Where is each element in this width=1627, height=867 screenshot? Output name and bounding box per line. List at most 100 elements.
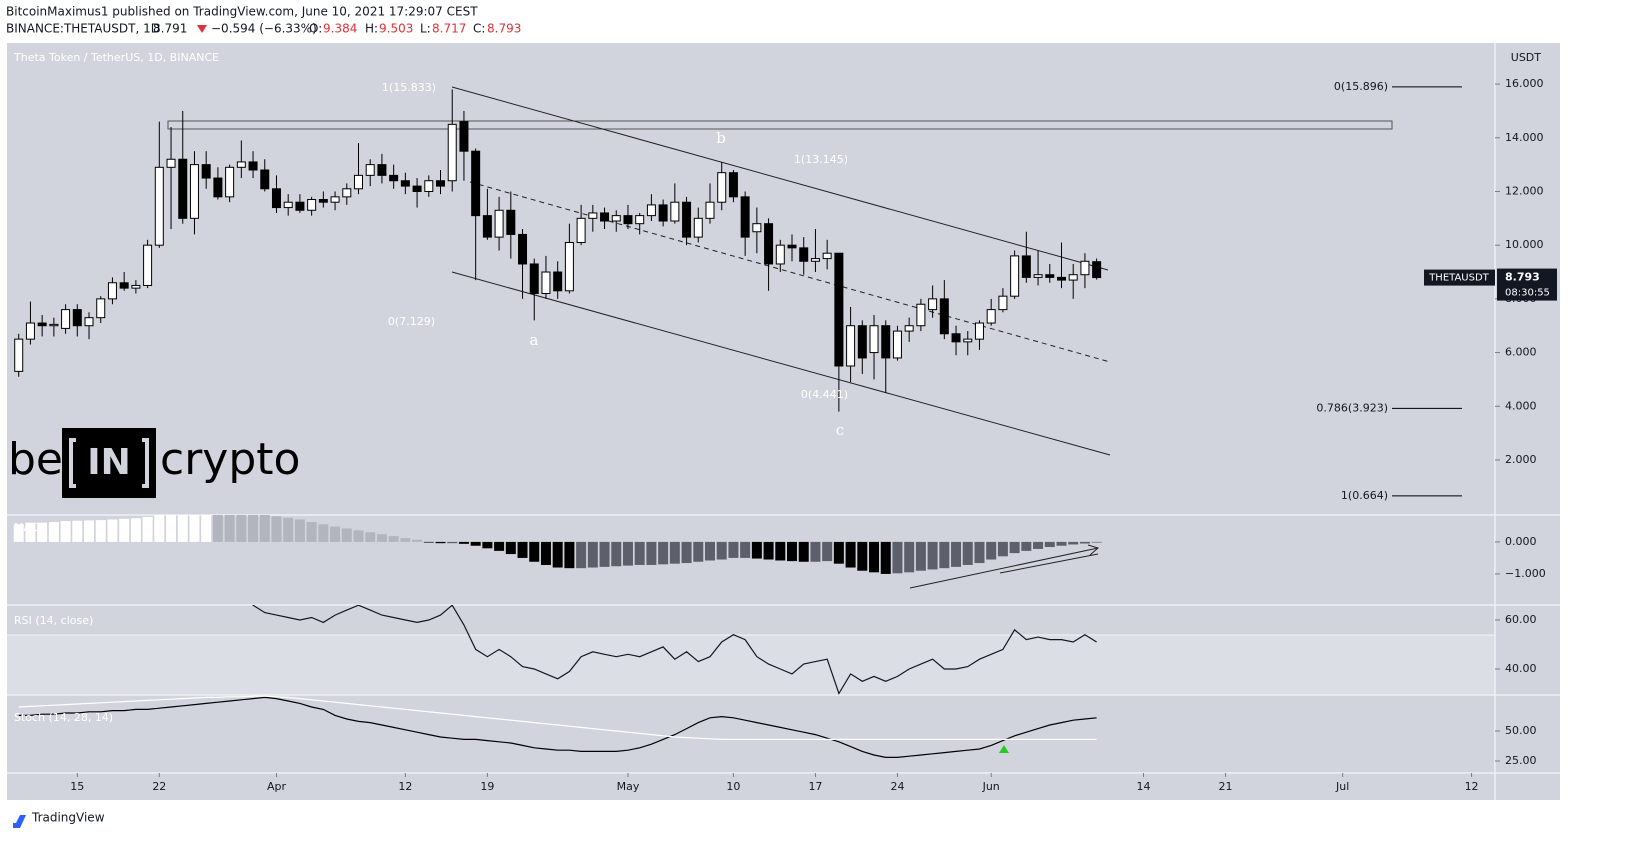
channel-bottom — [451, 271, 1111, 456]
histogram-bar — [353, 530, 364, 542]
histogram-bar — [154, 515, 165, 542]
candle-body — [49, 323, 59, 327]
fib-note: 1(15.833) — [382, 81, 436, 94]
x-tick-label: 22 — [152, 780, 166, 793]
x-tick-label: 17 — [808, 780, 822, 793]
ohlc-label: H: — [365, 22, 378, 36]
histogram-bar — [130, 518, 141, 542]
histogram-bar — [986, 541, 997, 560]
symbol-box — [1424, 269, 1495, 286]
symbol: BINANCE:THETAUSDT, 1D — [6, 22, 160, 36]
candle-body — [260, 169, 270, 190]
histogram-bar — [962, 541, 973, 565]
histogram-bar — [646, 541, 657, 565]
histogram-bar — [470, 541, 481, 546]
x-tick-label: 12 — [398, 780, 412, 793]
fib-note: 0(4.441) — [801, 388, 848, 401]
arrow-head — [1087, 544, 1100, 556]
histogram-bar — [423, 541, 434, 543]
candle-body — [799, 247, 809, 262]
last-price: 8.791 — [153, 22, 187, 36]
histogram-bar — [447, 541, 458, 544]
candle-body — [928, 298, 938, 311]
candle-body — [283, 201, 293, 209]
candle-body — [330, 196, 340, 203]
y-tick-label: 4.000 — [1505, 399, 1537, 412]
ohlc-value: 9.384 — [323, 22, 357, 36]
watermark-brackets — [69, 438, 149, 488]
candle-body — [436, 180, 446, 187]
histogram-bar — [564, 541, 575, 569]
histogram-bar — [622, 541, 633, 566]
indicator-line — [18, 695, 1097, 740]
candle-body — [225, 166, 235, 198]
macd-title: MACD — [14, 521, 47, 534]
candle-body — [834, 252, 844, 367]
candle-body — [518, 233, 528, 265]
candle-body — [623, 215, 633, 225]
candle-body — [611, 215, 621, 222]
macd-arrows — [909, 544, 1100, 589]
histogram-bar — [177, 515, 188, 542]
candle-body — [881, 325, 891, 359]
candle-body — [658, 204, 668, 222]
publish-info: BitcoinMaximus1 published on TradingView… — [6, 5, 478, 19]
histogram-bar — [892, 541, 903, 574]
histogram-bar — [458, 541, 469, 544]
candle-body — [25, 322, 35, 340]
candle-body — [424, 180, 434, 192]
candle-body — [412, 185, 422, 192]
candle-body — [576, 217, 586, 243]
histogram-bar — [119, 518, 130, 542]
price-pane — [14, 86, 1393, 456]
y-tick-label: 0.000 — [1505, 535, 1537, 548]
histogram-bar — [880, 541, 891, 574]
histogram-bar — [201, 515, 212, 542]
candle-body — [787, 244, 797, 249]
histogram-bar — [939, 541, 950, 569]
histogram-bar — [704, 541, 715, 561]
candle-body — [588, 212, 598, 219]
histogram-bar — [271, 516, 282, 542]
x-tick-label: May — [617, 780, 640, 793]
histogram-bar — [599, 541, 610, 567]
tv-logo — [6, 815, 26, 828]
histogram-bar — [540, 541, 551, 565]
pane-separators — [7, 43, 1560, 800]
candle-body — [869, 325, 879, 354]
candle-body — [377, 164, 387, 176]
histogram-bar — [48, 522, 59, 542]
candle-body — [846, 325, 856, 367]
y-tick-label: 40.00 — [1505, 662, 1537, 675]
stoch-title: Stoch (14, 28, 14) — [14, 711, 113, 724]
histogram-bar — [1033, 541, 1044, 549]
candle-body — [166, 158, 176, 168]
footer: TradingView — [31, 811, 105, 825]
histogram-bar — [798, 541, 809, 562]
fib-note: 1(13.145) — [794, 153, 848, 166]
histogram-bar — [833, 541, 844, 564]
candle-body — [752, 223, 762, 233]
histogram-bar — [95, 520, 106, 542]
watermark-right: crypto — [160, 434, 300, 485]
histogram-bar — [669, 541, 680, 564]
y-tick-label: 50.00 — [1505, 724, 1537, 737]
candle-body — [1092, 261, 1102, 279]
histogram-bar — [376, 534, 387, 542]
trend-arrow — [909, 547, 1099, 589]
histogram-bar — [681, 541, 692, 564]
histogram-bar — [740, 541, 751, 558]
candle-body — [295, 201, 305, 211]
candle-body — [143, 244, 153, 286]
histogram-bar — [236, 515, 247, 542]
histogram-bar — [189, 515, 200, 542]
candle-body — [318, 199, 328, 203]
histogram-bar — [552, 541, 563, 568]
histogram-bar — [822, 541, 833, 562]
candle-body — [482, 215, 492, 238]
x-tick-label: 19 — [480, 780, 494, 793]
histogram-bar — [330, 526, 341, 542]
histogram-bar — [212, 515, 223, 542]
candle-body — [365, 164, 375, 176]
candle-body — [307, 199, 317, 211]
